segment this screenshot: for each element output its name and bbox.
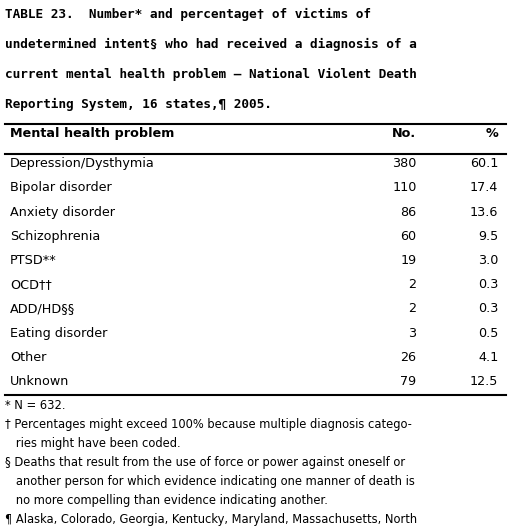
Text: 2: 2 xyxy=(408,302,416,316)
Text: no more compelling than evidence indicating another.: no more compelling than evidence indicat… xyxy=(5,494,328,507)
Text: OCD††: OCD†† xyxy=(10,278,52,291)
Text: Anxiety disorder: Anxiety disorder xyxy=(10,206,115,219)
Text: Depression/Dysthymia: Depression/Dysthymia xyxy=(10,157,155,170)
Text: 380: 380 xyxy=(392,157,416,170)
Text: 86: 86 xyxy=(400,206,416,219)
Text: undetermined intent§ who had received a diagnosis of a: undetermined intent§ who had received a … xyxy=(5,38,417,51)
Text: 60.1: 60.1 xyxy=(470,157,498,170)
Text: No.: No. xyxy=(392,127,416,140)
Text: 19: 19 xyxy=(400,254,416,267)
Text: 0.3: 0.3 xyxy=(478,302,498,316)
Text: TABLE 23.  Number* and percentage† of victims of: TABLE 23. Number* and percentage† of vic… xyxy=(5,8,371,21)
Text: 9.5: 9.5 xyxy=(478,230,498,243)
Text: 12.5: 12.5 xyxy=(470,375,498,388)
Text: 3: 3 xyxy=(408,327,416,340)
Text: ADD/HD§§: ADD/HD§§ xyxy=(10,302,76,316)
Text: 60: 60 xyxy=(400,230,416,243)
Text: Schizophrenia: Schizophrenia xyxy=(10,230,101,243)
Text: 79: 79 xyxy=(400,375,416,388)
Text: current mental health problem — National Violent Death: current mental health problem — National… xyxy=(5,68,417,81)
Text: 3.0: 3.0 xyxy=(478,254,498,267)
Text: 26: 26 xyxy=(401,351,416,364)
Text: Unknown: Unknown xyxy=(10,375,69,388)
Text: 110: 110 xyxy=(392,181,416,195)
Text: 13.6: 13.6 xyxy=(470,206,498,219)
Text: * N = 632.: * N = 632. xyxy=(5,399,65,412)
Text: § Deaths that result from the use of force or power against oneself or: § Deaths that result from the use of for… xyxy=(5,456,405,469)
Text: another person for which evidence indicating one manner of death is: another person for which evidence indica… xyxy=(5,475,415,488)
Text: Bipolar disorder: Bipolar disorder xyxy=(10,181,112,195)
Text: 0.3: 0.3 xyxy=(478,278,498,291)
Text: 0.5: 0.5 xyxy=(478,327,498,340)
Text: Other: Other xyxy=(10,351,47,364)
Text: ¶ Alaska, Colorado, Georgia, Kentucky, Maryland, Massachusetts, North: ¶ Alaska, Colorado, Georgia, Kentucky, M… xyxy=(5,513,417,526)
Text: Mental health problem: Mental health problem xyxy=(10,127,175,140)
Text: 17.4: 17.4 xyxy=(470,181,498,195)
Text: 4.1: 4.1 xyxy=(478,351,498,364)
Text: † Percentages might exceed 100% because multiple diagnosis catego-: † Percentages might exceed 100% because … xyxy=(5,418,412,431)
Text: ries might have been coded.: ries might have been coded. xyxy=(5,437,181,450)
Text: 2: 2 xyxy=(408,278,416,291)
Text: Reporting System, 16 states,¶ 2005.: Reporting System, 16 states,¶ 2005. xyxy=(5,98,272,111)
Text: %: % xyxy=(485,127,498,140)
Text: Eating disorder: Eating disorder xyxy=(10,327,108,340)
Text: PTSD**: PTSD** xyxy=(10,254,57,267)
